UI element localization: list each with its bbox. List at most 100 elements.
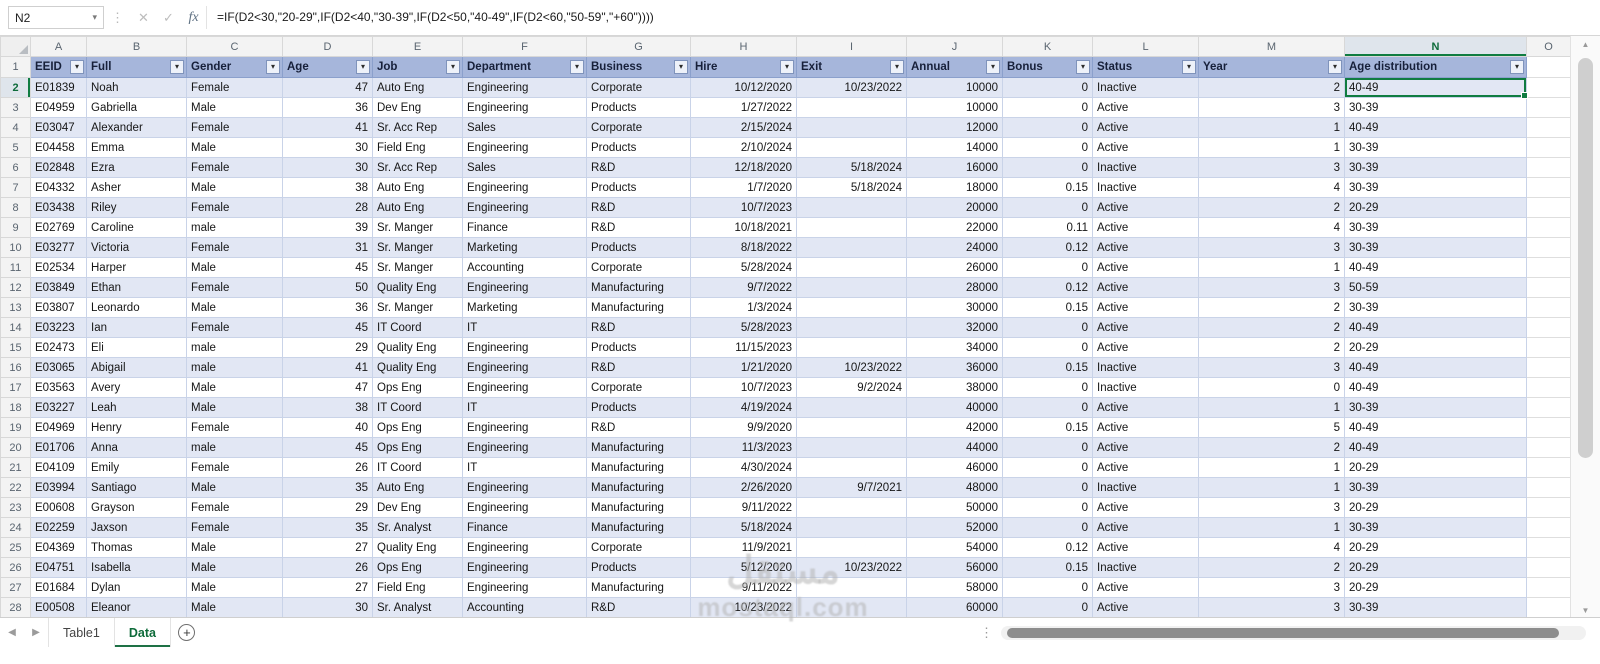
cell[interactable]: 4 — [1198, 217, 1345, 238]
cell[interactable]: Sales — [462, 157, 587, 178]
cell[interactable]: 20-29 — [1344, 577, 1527, 598]
cell[interactable]: Corporate — [586, 77, 691, 98]
cell[interactable] — [1526, 477, 1571, 498]
cell[interactable]: 29 — [282, 337, 373, 358]
cell[interactable]: Sr. Analyst — [372, 517, 463, 538]
cell[interactable] — [796, 277, 907, 298]
cell[interactable]: 3 — [1198, 497, 1345, 518]
cell[interactable]: 30-39 — [1344, 477, 1527, 498]
cell[interactable]: Male — [186, 97, 283, 118]
row-header-26[interactable]: 26 — [0, 557, 31, 578]
cell[interactable]: Products — [586, 337, 691, 358]
cell[interactable]: E02534 — [30, 257, 87, 278]
cell[interactable]: 0.15 — [1002, 177, 1093, 198]
cell[interactable]: Leah — [86, 397, 187, 418]
cell[interactable]: Inactive — [1092, 477, 1199, 498]
cell[interactable]: 26 — [282, 557, 373, 578]
cell[interactable]: 0.12 — [1002, 537, 1093, 558]
filter-dropdown-icon[interactable]: ▾ — [1076, 60, 1090, 74]
cell[interactable]: 0 — [1002, 437, 1093, 458]
filter-dropdown-icon[interactable]: ▾ — [674, 60, 688, 74]
cell[interactable]: 5/12/2020 — [690, 557, 797, 578]
cell[interactable] — [1526, 397, 1571, 418]
cell[interactable]: 10/23/2022 — [796, 557, 907, 578]
cell[interactable]: Alexander — [86, 117, 187, 138]
cell[interactable]: Active — [1092, 197, 1199, 218]
cell[interactable]: 11/9/2021 — [690, 537, 797, 558]
cell[interactable]: 5/18/2024 — [796, 157, 907, 178]
cell[interactable]: Engineering — [462, 337, 587, 358]
row-header-6[interactable]: 6 — [0, 157, 31, 178]
cell[interactable]: Leonardo — [86, 297, 187, 318]
cell[interactable]: Engineering — [462, 497, 587, 518]
header-cell[interactable]: Age distribution ▾ — [1344, 56, 1527, 78]
cell[interactable]: Ops Eng — [372, 437, 463, 458]
column-header-L[interactable]: L — [1092, 36, 1199, 57]
cell[interactable]: 10/23/2022 — [690, 597, 797, 617]
cell[interactable]: 28 — [282, 197, 373, 218]
cell[interactable]: Products — [586, 557, 691, 578]
cell[interactable] — [1526, 77, 1571, 98]
cell[interactable]: E04109 — [30, 457, 87, 478]
cell[interactable]: 2/26/2020 — [690, 477, 797, 498]
cell[interactable]: 40-49 — [1344, 77, 1528, 99]
cell[interactable]: 0.15 — [1002, 297, 1093, 318]
row-header-2[interactable]: 2 — [0, 77, 31, 98]
cell[interactable]: 20000 — [906, 197, 1003, 218]
column-header-F[interactable]: F — [462, 36, 587, 57]
cell[interactable]: 30 — [282, 137, 373, 158]
cell[interactable]: 30-39 — [1344, 397, 1527, 418]
cell[interactable]: Sr. Manger — [372, 297, 463, 318]
column-header-K[interactable]: K — [1002, 36, 1093, 57]
cell[interactable]: Active — [1092, 117, 1199, 138]
cell[interactable] — [1526, 297, 1571, 318]
cell[interactable]: 30-39 — [1344, 217, 1527, 238]
sheet-nav-left-icon[interactable]: ◀ — [8, 627, 16, 638]
cell[interactable]: Marketing — [462, 297, 587, 318]
cell[interactable]: male — [186, 337, 283, 358]
cell[interactable]: 22000 — [906, 217, 1003, 238]
cell[interactable]: Sr. Manger — [372, 257, 463, 278]
cell[interactable]: 1/27/2022 — [690, 97, 797, 118]
cell[interactable]: 52000 — [906, 517, 1003, 538]
cell[interactable]: Ezra — [86, 157, 187, 178]
cell[interactable]: 47 — [282, 77, 373, 98]
cell[interactable]: 1/3/2024 — [690, 297, 797, 318]
cell[interactable]: 50 — [282, 277, 373, 298]
cell[interactable]: Active — [1092, 317, 1199, 338]
row-header-24[interactable]: 24 — [0, 517, 31, 538]
cell[interactable]: 0 — [1198, 377, 1345, 398]
cell[interactable]: Corporate — [586, 257, 691, 278]
cell[interactable] — [1526, 257, 1571, 278]
cell[interactable]: 5 — [1198, 417, 1345, 438]
header-cell[interactable]: Bonus ▾ — [1002, 56, 1093, 78]
cell[interactable]: IT Coord — [372, 397, 463, 418]
column-header-M[interactable]: M — [1198, 36, 1345, 57]
sheet-tab-data[interactable]: Data — [115, 618, 171, 647]
cell[interactable]: 40000 — [906, 397, 1003, 418]
cell[interactable]: Female — [186, 457, 283, 478]
cell[interactable]: 2 — [1198, 437, 1345, 458]
cell[interactable]: Active — [1092, 277, 1199, 298]
cell[interactable]: E03277 — [30, 237, 87, 258]
cell[interactable]: 29 — [282, 497, 373, 518]
cell[interactable]: 2/15/2024 — [690, 117, 797, 138]
scroll-down-icon[interactable]: ▼ — [1581, 606, 1590, 615]
cell[interactable]: Products — [586, 177, 691, 198]
cell[interactable] — [796, 117, 907, 138]
insert-function-button[interactable]: fx — [181, 6, 206, 29]
cell[interactable]: Male — [186, 597, 283, 617]
cell[interactable]: E03563 — [30, 377, 87, 398]
cell[interactable]: Active — [1092, 337, 1199, 358]
cell[interactable]: Engineering — [462, 577, 587, 598]
cell[interactable] — [796, 517, 907, 538]
cell[interactable]: 20-29 — [1344, 557, 1527, 578]
cell[interactable]: 42000 — [906, 417, 1003, 438]
cell[interactable]: 3 — [1198, 357, 1345, 378]
vertical-scrollbar[interactable]: ▲ ▼ — [1570, 36, 1600, 617]
cell[interactable]: Santiago — [86, 477, 187, 498]
cell[interactable]: 3 — [1198, 237, 1345, 258]
cell[interactable]: Isabella — [86, 557, 187, 578]
cell[interactable]: Inactive — [1092, 77, 1199, 98]
cell[interactable]: 31 — [282, 237, 373, 258]
